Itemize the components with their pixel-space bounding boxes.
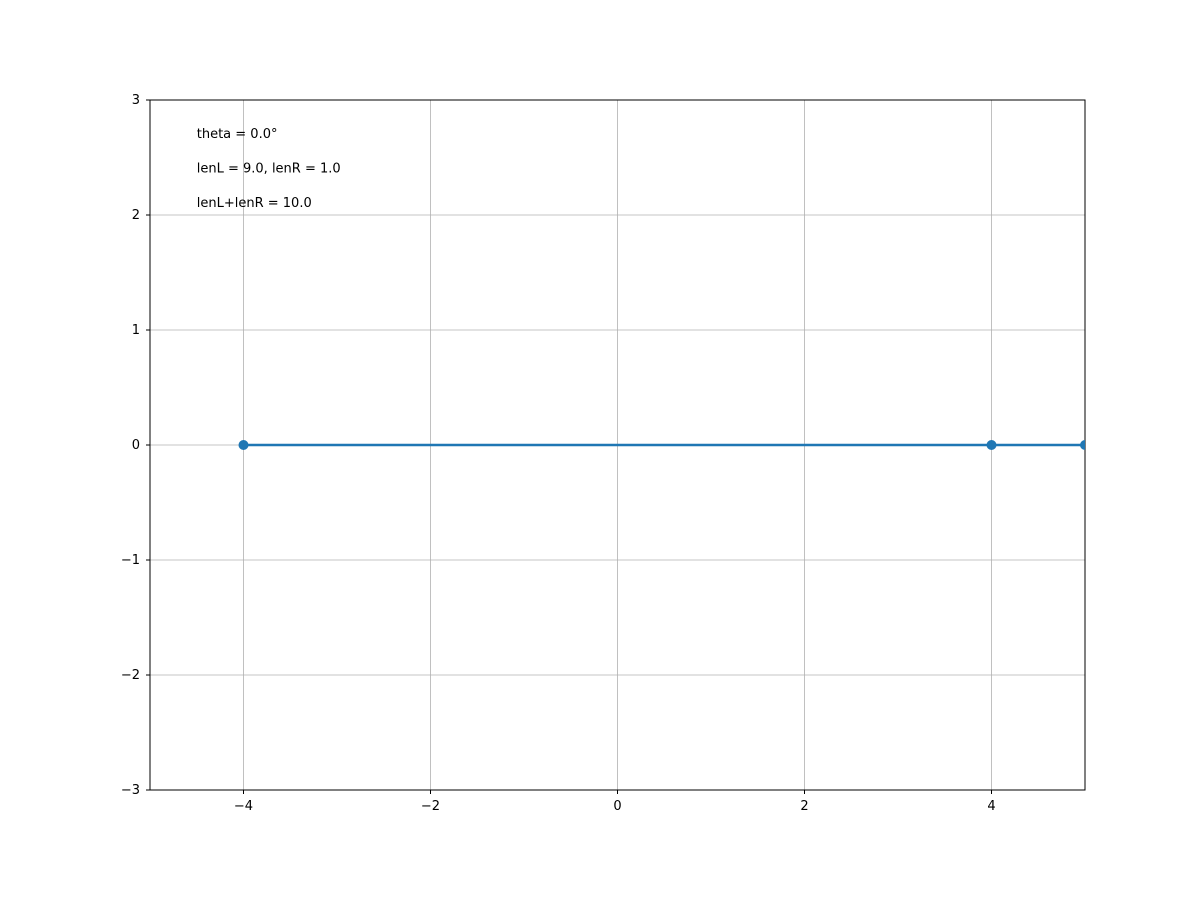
annotation-text: theta = 0.0° [197, 127, 278, 142]
chart-container: −4 −2 0 2 4 −3 −2 −1 0 1 2 3 theta = 0.0° lenL = 9.… [0, 0, 1200, 900]
y-tick-label: −3 [121, 783, 140, 798]
series-marker [239, 440, 249, 450]
chart-background [0, 0, 1200, 900]
y-tick-label: 3 [132, 93, 140, 108]
annotation-text: lenL = 9.0, lenR = 1.0 [197, 162, 341, 177]
series-marker [987, 440, 997, 450]
y-tick-label: 1 [132, 323, 140, 338]
y-tick-label: 0 [132, 438, 140, 453]
x-tick-label: −4 [234, 799, 253, 814]
x-tick-label: 0 [613, 799, 621, 814]
x-tick-label: −2 [421, 799, 440, 814]
y-tick-label: −1 [121, 553, 140, 568]
y-tick-label: −2 [121, 668, 140, 683]
annotation-text: lenL+lenR = 10.0 [197, 196, 312, 211]
x-tick-label: 2 [800, 799, 808, 814]
chart-svg: −4 −2 0 2 4 −3 −2 −1 0 1 2 3 theta = 0.0° lenL = 9.… [0, 0, 1200, 900]
y-tick-label: 2 [132, 208, 140, 223]
x-tick-label: 4 [987, 799, 995, 814]
